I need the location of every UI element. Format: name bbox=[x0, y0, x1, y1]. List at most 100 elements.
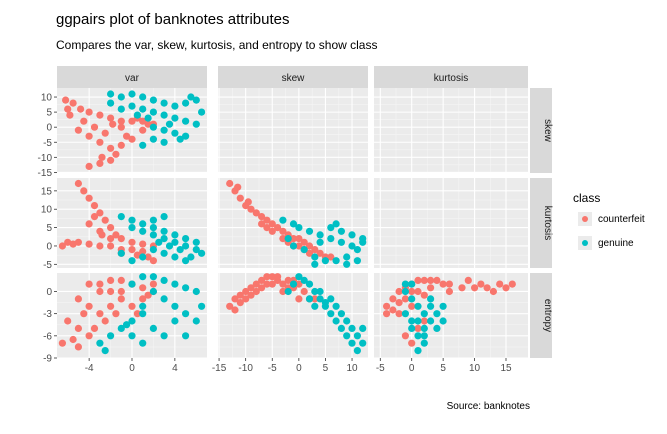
counterfeit-point bbox=[74, 179, 82, 188]
x-tick-label: -15 bbox=[212, 363, 227, 374]
counterfeit-point bbox=[289, 235, 298, 243]
counterfeit-point bbox=[107, 114, 115, 122]
genuine-point bbox=[139, 227, 147, 235]
genuine-point bbox=[198, 249, 206, 257]
y-tick-label: 5 bbox=[46, 223, 52, 234]
counterfeit-point bbox=[112, 310, 120, 318]
genuine-point bbox=[359, 324, 367, 332]
genuine-point bbox=[408, 317, 416, 325]
genuine-point bbox=[192, 238, 200, 246]
genuine-point bbox=[316, 287, 324, 296]
genuine-point bbox=[295, 224, 303, 232]
counterfeit-point bbox=[395, 299, 403, 307]
counterfeit-point bbox=[395, 287, 403, 296]
counterfeit-point bbox=[64, 317, 72, 325]
counterfeit-point bbox=[109, 120, 117, 128]
genuine-point bbox=[414, 317, 422, 325]
counterfeit-point bbox=[85, 108, 93, 116]
genuine-point bbox=[316, 231, 324, 239]
counterfeit-point bbox=[107, 302, 115, 310]
counterfeit-point bbox=[383, 302, 391, 310]
counterfeit-point bbox=[242, 295, 250, 303]
counterfeit-point bbox=[279, 235, 287, 243]
genuine-point bbox=[359, 339, 367, 347]
genuine-point bbox=[439, 317, 447, 325]
genuine-point bbox=[149, 231, 157, 239]
counterfeit-point bbox=[66, 111, 74, 119]
x-tick-label: -4 bbox=[85, 363, 94, 374]
counterfeit-point bbox=[96, 159, 104, 167]
genuine-point bbox=[149, 324, 157, 332]
y-tick-label: -10 bbox=[38, 153, 53, 164]
genuine-point bbox=[337, 238, 345, 246]
genuine-point bbox=[171, 280, 179, 288]
counterfeit-dot-icon bbox=[582, 216, 588, 222]
genuine-point bbox=[149, 96, 157, 104]
x-tick-label: 10 bbox=[469, 363, 481, 374]
counterfeit-point bbox=[258, 220, 266, 228]
legend-item-genuine: genuine bbox=[578, 236, 634, 250]
column-strip-label: kurtosis bbox=[434, 73, 468, 84]
genuine-point bbox=[149, 123, 157, 131]
chart-subtitle: Compares the var, skew, kurtosis, and en… bbox=[56, 38, 378, 52]
counterfeit-point bbox=[69, 335, 77, 344]
counterfeit-point bbox=[74, 343, 82, 351]
counterfeit-point bbox=[85, 220, 93, 228]
genuine-point bbox=[128, 216, 136, 224]
column-strip-label: var bbox=[125, 73, 140, 84]
genuine-point bbox=[149, 216, 157, 224]
y-tick-label: -9 bbox=[43, 354, 52, 365]
counterfeit-point bbox=[139, 240, 147, 248]
genuine-point bbox=[128, 224, 136, 232]
counterfeit-point bbox=[107, 156, 115, 164]
counterfeit-point bbox=[247, 284, 255, 292]
x-tick-label: -10 bbox=[238, 363, 253, 374]
genuine-point bbox=[284, 287, 292, 296]
genuine-point bbox=[117, 249, 125, 257]
x-tick-label: -5 bbox=[268, 363, 277, 374]
counterfeit-point bbox=[268, 273, 276, 281]
counterfeit-point bbox=[96, 209, 104, 217]
genuine-point bbox=[128, 317, 136, 325]
genuine-point bbox=[359, 238, 367, 246]
panel-background bbox=[374, 88, 528, 173]
counterfeit-point bbox=[268, 227, 276, 235]
genuine-point bbox=[401, 280, 409, 288]
genuine-point bbox=[353, 347, 361, 355]
genuine-point bbox=[101, 347, 109, 355]
genuine-point bbox=[165, 242, 174, 250]
genuine-point bbox=[182, 242, 190, 250]
counterfeit-point bbox=[445, 287, 453, 296]
genuine-point bbox=[332, 317, 340, 325]
counterfeit-point bbox=[311, 295, 319, 303]
counterfeit-point bbox=[427, 284, 435, 292]
genuine-point bbox=[139, 93, 147, 101]
counterfeit-point bbox=[408, 339, 416, 347]
counterfeit-point bbox=[496, 280, 504, 288]
genuine-point bbox=[300, 276, 308, 284]
counterfeit-point bbox=[420, 276, 428, 284]
counterfeit-point bbox=[101, 216, 109, 224]
column-strip bbox=[374, 66, 528, 88]
counterfeit-point bbox=[242, 287, 250, 296]
counterfeit-point bbox=[414, 324, 422, 332]
counterfeit-point bbox=[96, 280, 104, 288]
genuine-point bbox=[348, 324, 356, 332]
counterfeit-point bbox=[144, 120, 152, 128]
genuine-point bbox=[139, 141, 147, 149]
genuine-point bbox=[149, 287, 157, 296]
genuine-point bbox=[427, 302, 435, 310]
genuine-point bbox=[198, 302, 206, 310]
genuine-point bbox=[171, 231, 179, 239]
counterfeit-point bbox=[284, 276, 292, 284]
genuine-point bbox=[160, 332, 168, 340]
genuine-point bbox=[171, 253, 179, 261]
counterfeit-point bbox=[107, 276, 115, 284]
counterfeit-point bbox=[101, 317, 109, 325]
counterfeit-point bbox=[128, 135, 136, 143]
genuine-point bbox=[198, 108, 206, 116]
genuine-point bbox=[187, 93, 195, 101]
counterfeit-point bbox=[69, 240, 77, 248]
legend-key bbox=[578, 212, 592, 226]
